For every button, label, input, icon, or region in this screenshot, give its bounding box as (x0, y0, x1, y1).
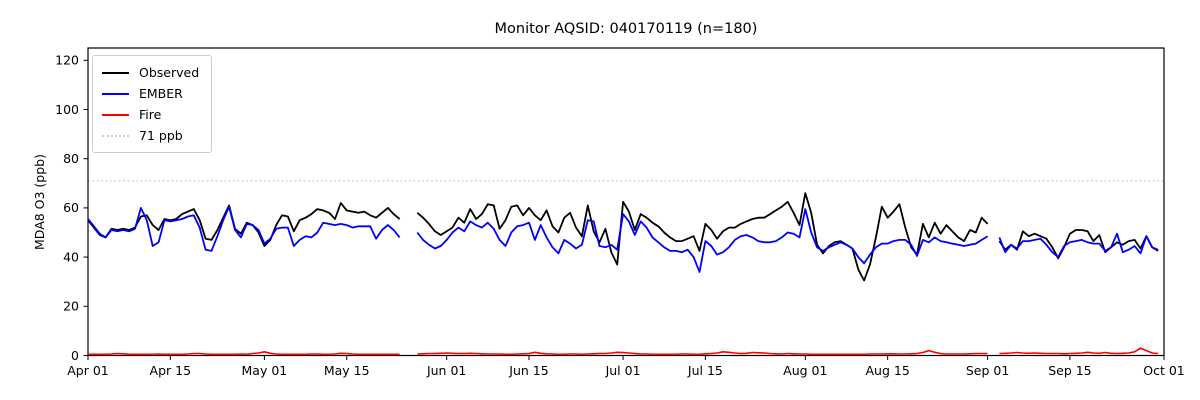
series-line-observed (87, 192, 1159, 282)
series-line-fire (88, 347, 1159, 356)
x-tick-label: Oct 01 (1143, 363, 1185, 378)
x-tick-label: Apr 15 (150, 363, 192, 378)
x-tick-label: Aug 01 (783, 363, 827, 378)
legend-label: Observed (139, 65, 200, 80)
series-line-ember (87, 205, 1159, 273)
x-tick-label: Jun 15 (508, 363, 548, 378)
x-tick-label: Sep 01 (966, 363, 1009, 378)
ember-line-sample-icon (102, 92, 129, 95)
legend-item-threshold: 71 ppb (102, 125, 199, 146)
observed-line-sample-icon (102, 71, 129, 74)
y-axis-label: MDA8 O3 (ppb) (32, 154, 47, 250)
x-tick-label: Jun 01 (426, 363, 466, 378)
y-tick-label: 120 (55, 53, 79, 68)
legend: Observed EMBER Fire 71 ppb (92, 55, 213, 153)
legend-label: Fire (139, 107, 162, 122)
series-lines (87, 192, 1159, 356)
y-axis: 0 20 40 60 80 100 120 (55, 53, 88, 363)
y-tick-label: 80 (63, 151, 79, 166)
x-tick-label: May 01 (242, 363, 288, 378)
legend-item-fire: Fire (102, 104, 199, 125)
y-tick-label: 0 (71, 348, 79, 363)
threshold-line-sample-icon (102, 134, 129, 137)
x-tick-label: Apr 01 (67, 363, 109, 378)
x-tick-label: Sep 15 (1048, 363, 1091, 378)
fire-line-sample-icon (102, 113, 129, 116)
legend-item-observed: Observed (102, 62, 199, 83)
legend-item-ember: EMBER (102, 83, 199, 104)
y-tick-label: 100 (55, 102, 79, 117)
chart-title: Monitor AQSID: 040170119 (n=180) (495, 21, 758, 37)
y-tick-label: 60 (63, 200, 79, 215)
plot-frame (87, 47, 1165, 357)
x-tick-label: Jul 01 (605, 363, 641, 378)
y-tick-label: 40 (63, 249, 79, 264)
x-tick-label: Jul 15 (687, 363, 723, 378)
x-tick-label: Aug 15 (866, 363, 910, 378)
y-tick-label: 20 (63, 299, 79, 314)
legend-label: 71 ppb (139, 128, 183, 143)
x-axis: Apr 01 Apr 15 May 01 May 15 Jun 01 Jun 15 Jul … (67, 355, 1185, 378)
legend-label: EMBER (139, 86, 183, 101)
x-tick-label: May 15 (324, 363, 370, 378)
